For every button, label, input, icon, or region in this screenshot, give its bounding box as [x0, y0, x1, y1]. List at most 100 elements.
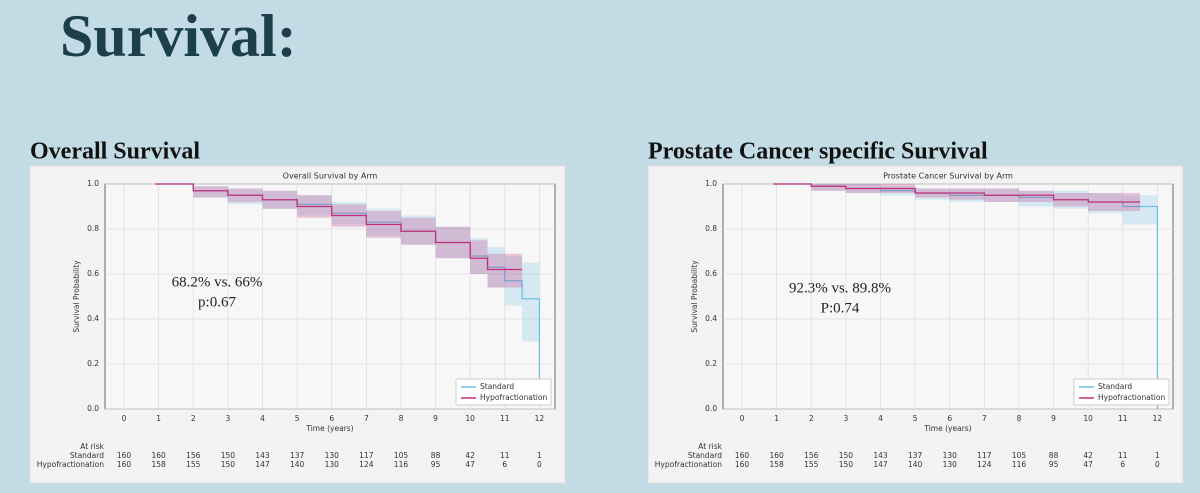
at-risk-count: 1	[1155, 451, 1160, 460]
chart-title: Prostate Cancer Survival by Arm	[883, 172, 1013, 181]
at-risk-count: 130	[943, 451, 958, 460]
annotation: 92.3% vs. 89.8%	[789, 280, 891, 296]
x-tick-label: 2	[191, 414, 196, 423]
legend-box	[1073, 378, 1170, 406]
at-risk-count: 130	[325, 451, 340, 460]
y-tick-label: 0.0	[87, 404, 99, 413]
slide-title: Survival:	[60, 3, 297, 69]
chart-title: Overall Survival by Arm	[283, 172, 378, 181]
y-tick-label: 0.6	[705, 269, 717, 278]
survival-curve	[155, 183, 523, 271]
y-tick-label: 1.0	[705, 179, 717, 188]
x-tick-label: 2	[809, 414, 814, 423]
y-tick-label: 1.0	[87, 179, 99, 188]
at-risk-row-label: Hypofractionation	[655, 460, 722, 469]
x-tick-label: 9	[433, 414, 438, 423]
x-axis-label: Time (years)	[923, 424, 971, 433]
x-tick-label: 8	[399, 414, 404, 423]
at-risk-count: 160	[151, 451, 166, 460]
at-risk-count: 160	[769, 451, 784, 460]
confidence-band	[487, 253, 523, 288]
at-risk-count: 88	[431, 451, 441, 460]
at-risk-count: 150	[221, 460, 236, 469]
at-risk-count: 1	[537, 451, 542, 460]
at-risk-count: 155	[186, 460, 201, 469]
at-risk-count: 6	[502, 460, 507, 469]
legend-label: Hypofractionation	[1098, 393, 1165, 402]
at-risk-count: 140	[908, 460, 923, 469]
x-tick-label: 0	[740, 414, 745, 423]
at-risk-count: 124	[359, 460, 374, 469]
chart-panel: Prostate Cancer specific Survival Prostat…	[647, 139, 1184, 484]
confidence-band	[1018, 190, 1054, 202]
confidence-band	[522, 262, 540, 342]
at-risk-count: 95	[1049, 460, 1059, 469]
confidence-band	[193, 186, 228, 198]
legend-label: Hypofractionation	[480, 393, 547, 402]
x-tick-label: 10	[465, 414, 475, 423]
confidence-band	[193, 186, 228, 198]
at-risk-count: 160	[117, 451, 132, 460]
x-tick-label: 4	[260, 414, 265, 423]
annotation: p:0.67	[198, 294, 236, 310]
at-risk-count: 137	[908, 451, 923, 460]
x-tick-label: 7	[364, 414, 369, 423]
at-risk-count: 0	[1155, 460, 1160, 469]
at-risk-count: 47	[465, 460, 475, 469]
at-risk-count: 156	[186, 451, 201, 460]
at-risk-row-label: Standard	[688, 451, 722, 460]
at-risk-count: 88	[1049, 451, 1059, 460]
at-risk-count: 150	[839, 460, 854, 469]
confidence-band	[949, 188, 985, 200]
x-tick-label: 7	[982, 414, 987, 423]
at-risk-count: 150	[839, 451, 854, 460]
at-risk-count: 47	[1083, 460, 1093, 469]
at-risk-row-label: Hypofractionation	[37, 460, 104, 469]
at-risk-count: 140	[290, 460, 305, 469]
at-risk-count: 0	[537, 460, 542, 469]
at-risk-count: 150	[221, 451, 236, 460]
legend-label: Standard	[480, 382, 514, 391]
at-risk-count: 117	[359, 451, 374, 460]
at-risk-count: 160	[117, 460, 132, 469]
y-tick-label: 0.8	[705, 224, 717, 233]
at-risk-count: 130	[325, 460, 340, 469]
at-risk-count: 147	[255, 460, 270, 469]
at-risk-title: At risk	[80, 442, 104, 451]
y-tick-label: 0.4	[87, 314, 99, 323]
plot-area	[722, 183, 1174, 410]
at-risk-count: 143	[255, 451, 270, 460]
at-risk-count: 42	[465, 451, 475, 460]
at-risk-count: 116	[394, 460, 409, 469]
x-tick-label: 11	[1118, 414, 1128, 423]
at-risk-count: 95	[431, 460, 441, 469]
confidence-band	[297, 195, 332, 216]
annotation: 68.2% vs. 66%	[172, 274, 263, 290]
confidence-band	[811, 184, 846, 191]
confidence-band	[915, 188, 950, 200]
x-tick-label: 9	[1051, 414, 1056, 423]
chart-panel: Overall Survival Overall Survival by Arm 0…	[29, 139, 566, 484]
x-tick-label: 1	[156, 414, 161, 423]
legend-box	[455, 378, 552, 406]
at-risk-count: 156	[804, 451, 819, 460]
at-risk-count: 137	[290, 451, 305, 460]
x-tick-label: 1	[774, 414, 779, 423]
at-risk-count: 124	[977, 460, 992, 469]
at-risk-count: 160	[735, 460, 750, 469]
y-tick-label: 0.4	[705, 314, 717, 323]
x-tick-label: 11	[500, 414, 510, 423]
at-risk-count: 155	[804, 460, 819, 469]
at-risk-count: 11	[1118, 451, 1128, 460]
chart-heading: Overall Survival	[30, 139, 200, 165]
confidence-band	[1122, 195, 1158, 225]
at-risk-count: 143	[873, 451, 888, 460]
x-tick-label: 6	[329, 414, 334, 423]
x-tick-label: 4	[878, 414, 883, 423]
x-tick-label: 8	[1017, 414, 1022, 423]
at-risk-count: 6	[1120, 460, 1125, 469]
at-risk-count: 147	[873, 460, 888, 469]
x-tick-label: 5	[913, 414, 918, 423]
x-tick-label: 10	[1083, 414, 1093, 423]
at-risk-count: 105	[394, 451, 409, 460]
